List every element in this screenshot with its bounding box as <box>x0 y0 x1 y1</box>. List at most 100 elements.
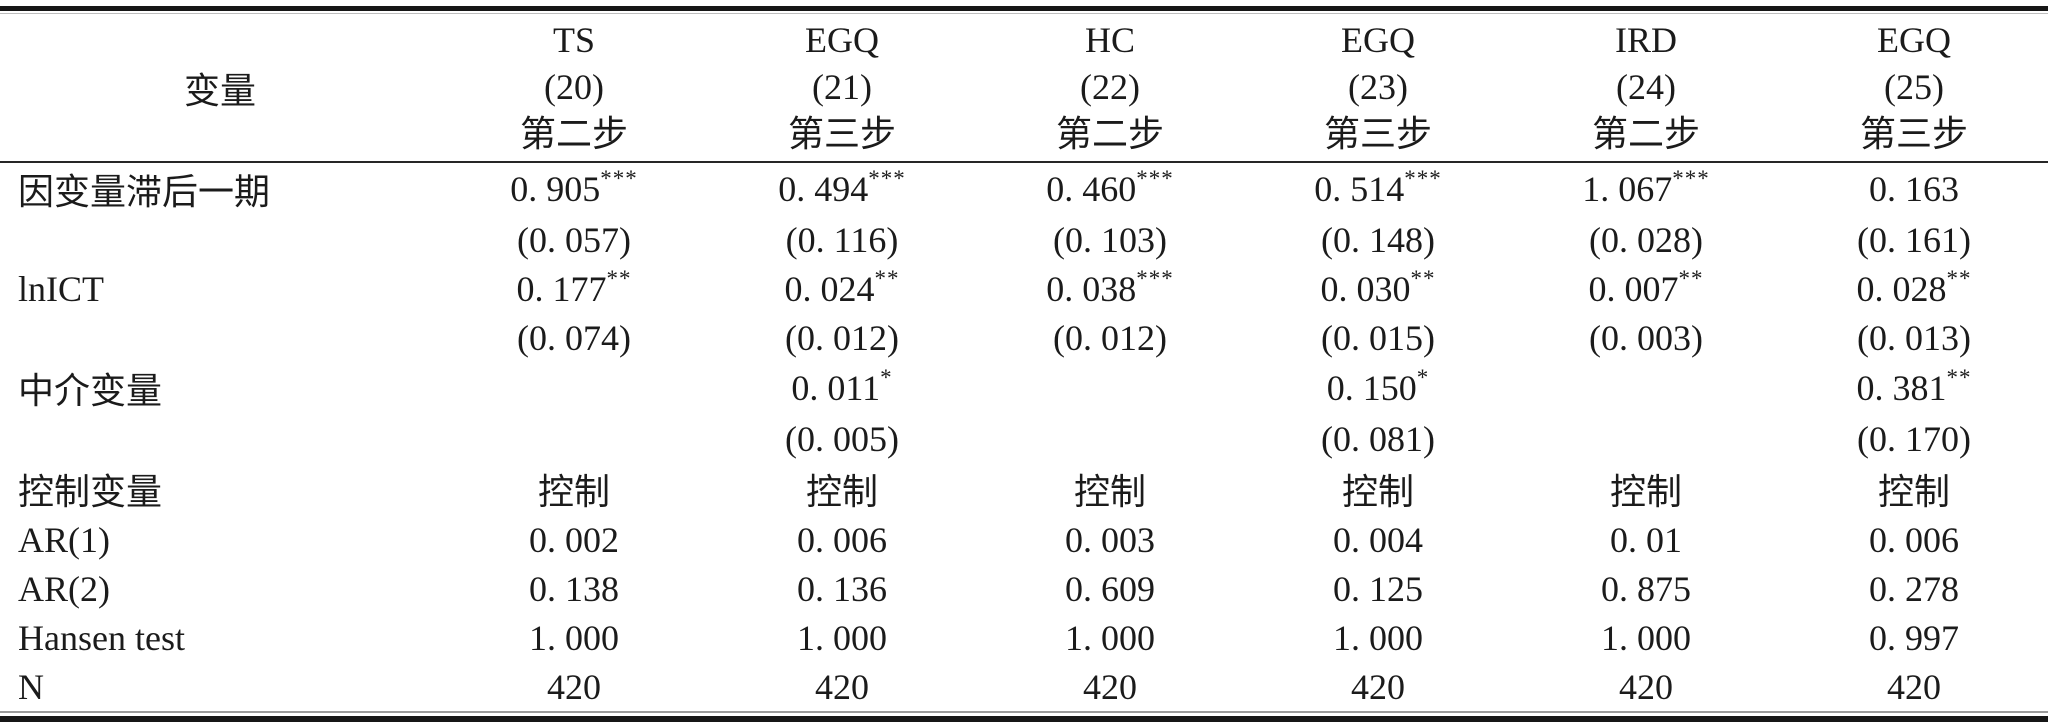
n-cell: 420 <box>1619 666 1673 707</box>
n-cell: 420 <box>815 666 869 707</box>
se-cell: (0. 015) <box>1321 317 1435 358</box>
coef-cell: 0. 381** <box>1856 365 1972 408</box>
table-row-mediator: 中介变量 0. 011* 0. 150* 0. 381** <box>0 362 2048 414</box>
significance-stars: * <box>880 365 893 390</box>
significance-stars: *** <box>1404 166 1442 191</box>
regression-results-table: 变量 TS (20) 第二步 EGQ (21) 第三步 HC (22) 第二步 <box>0 14 2048 711</box>
coef-cell: 0. 514*** <box>1314 166 1442 209</box>
n-cell: 420 <box>1887 666 1941 707</box>
stat-cell: 1. 000 <box>529 617 619 658</box>
se-cell <box>440 414 708 463</box>
coef-cell: 0. 163 <box>1869 169 1959 209</box>
stat-cell: 0. 006 <box>1869 519 1959 560</box>
model-name: EGQ <box>1877 20 1951 60</box>
se-cell: (0. 170) <box>1857 418 1971 459</box>
row-label: 因变量滞后一期 <box>18 172 271 212</box>
step-label: 第二步 <box>1591 114 1700 154</box>
header-col-egq-25: EGQ (25) 第三步 <box>1780 14 2048 162</box>
stat-cell: 1. 000 <box>1065 617 1155 658</box>
table-row-se: (0. 005) (0. 081) (0. 170) <box>0 414 2048 463</box>
model-name: EGQ <box>805 20 879 60</box>
coef-cell: 0. 905*** <box>510 166 638 209</box>
row-label: AR(1) <box>18 519 110 560</box>
se-cell: (0. 074) <box>517 317 631 358</box>
header-col-egq-21: EGQ (21) 第三步 <box>708 14 976 162</box>
header-variable: 变量 <box>0 14 440 162</box>
row-label <box>0 215 440 264</box>
significance-stars: *** <box>868 166 906 191</box>
row-label: N <box>18 666 44 707</box>
coef-cell: 0. 007** <box>1588 265 1704 309</box>
step-label: 第二步 <box>519 114 628 154</box>
stat-cell: 0. 278 <box>1869 568 1959 609</box>
coef-cell: 0. 177** <box>516 265 632 309</box>
coef-cell: 0. 494*** <box>778 166 906 209</box>
coef-cell <box>440 362 708 414</box>
coef-cell: 0. 024** <box>784 265 900 309</box>
header-col-ird-24: IRD (24) 第二步 <box>1512 14 1780 162</box>
significance-stars: * <box>1416 365 1430 390</box>
se-cell: (0. 116) <box>785 219 899 260</box>
table-row-n: N 420 420 420 420 420 420 <box>0 662 2048 711</box>
row-label <box>0 313 440 362</box>
step-label: 第二步 <box>1055 114 1164 154</box>
control-cell: 控制 <box>1877 472 1950 512</box>
bottom-border-rule <box>0 711 2048 722</box>
model-number: (25) <box>1884 67 1944 107</box>
se-cell: (0. 003) <box>1589 317 1703 358</box>
significance-stars: ** <box>606 265 632 291</box>
se-cell: (0. 012) <box>1053 317 1167 358</box>
table-row-se: (0. 074) (0. 012) (0. 012) (0. 015) (0. … <box>0 313 2048 362</box>
se-cell: (0. 081) <box>1321 418 1435 459</box>
control-cell: 控制 <box>805 472 878 512</box>
stat-cell: 0. 003 <box>1065 519 1155 560</box>
n-cell: 420 <box>1083 666 1137 707</box>
model-name: EGQ <box>1341 20 1415 60</box>
header-col-egq-23: EGQ (23) 第三步 <box>1244 14 1512 162</box>
se-cell: (0. 148) <box>1321 219 1435 260</box>
significance-stars: *** <box>600 166 638 191</box>
coef-cell <box>976 362 1244 414</box>
stat-cell: 1. 000 <box>1601 617 1691 658</box>
coef-cell: 0. 038*** <box>1046 265 1174 309</box>
row-label <box>0 414 440 463</box>
stat-cell: 0. 002 <box>529 519 619 560</box>
table-row-ar1: AR(1) 0. 002 0. 006 0. 003 0. 004 0. 01 … <box>0 515 2048 564</box>
stat-cell: 0. 125 <box>1333 568 1423 609</box>
row-label: 中介变量 <box>18 371 163 411</box>
row-label: Hansen test <box>18 617 185 658</box>
se-cell: (0. 028) <box>1589 219 1703 260</box>
se-cell <box>1512 414 1780 463</box>
coef-cell: 0. 028** <box>1856 265 1972 309</box>
header-row: 变量 TS (20) 第二步 EGQ (21) 第三步 HC (22) 第二步 <box>0 14 2048 162</box>
row-label: AR(2) <box>18 568 110 609</box>
n-cell: 420 <box>1351 666 1405 707</box>
row-label: lnICT <box>18 268 104 309</box>
significance-stars: ** <box>1678 265 1704 291</box>
step-label: 第三步 <box>787 114 896 154</box>
model-number: (21) <box>812 67 872 107</box>
stat-cell: 0. 004 <box>1333 519 1423 560</box>
table-row-ar2: AR(2) 0. 138 0. 136 0. 609 0. 125 0. 875… <box>0 564 2048 613</box>
step-label: 第三步 <box>1859 114 1968 154</box>
row-label: 控制变量 <box>18 472 163 512</box>
control-cell: 控制 <box>1073 472 1146 512</box>
se-cell: (0. 161) <box>1857 219 1971 260</box>
table-row-lnict: lnICT 0. 177** 0. 024** 0. 038*** 0. 030… <box>0 264 2048 313</box>
model-number: (23) <box>1348 67 1408 107</box>
significance-stars: *** <box>1672 166 1710 191</box>
control-cell: 控制 <box>537 472 610 512</box>
coef-cell <box>1512 362 1780 414</box>
se-cell: (0. 012) <box>785 317 899 358</box>
stat-cell: 0. 01 <box>1610 519 1682 560</box>
coef-cell: 1. 067*** <box>1582 166 1710 209</box>
se-cell: (0. 013) <box>1857 317 1971 358</box>
se-cell: (0. 103) <box>1053 219 1167 260</box>
coef-cell: 0. 011* <box>791 365 893 408</box>
header-variable-label: 变量 <box>183 70 256 111</box>
significance-stars: *** <box>1136 166 1174 191</box>
table-row-controls: 控制变量 控制 控制 控制 控制 控制 控制 <box>0 463 2048 515</box>
se-cell <box>976 414 1244 463</box>
se-cell: (0. 057) <box>517 219 631 260</box>
